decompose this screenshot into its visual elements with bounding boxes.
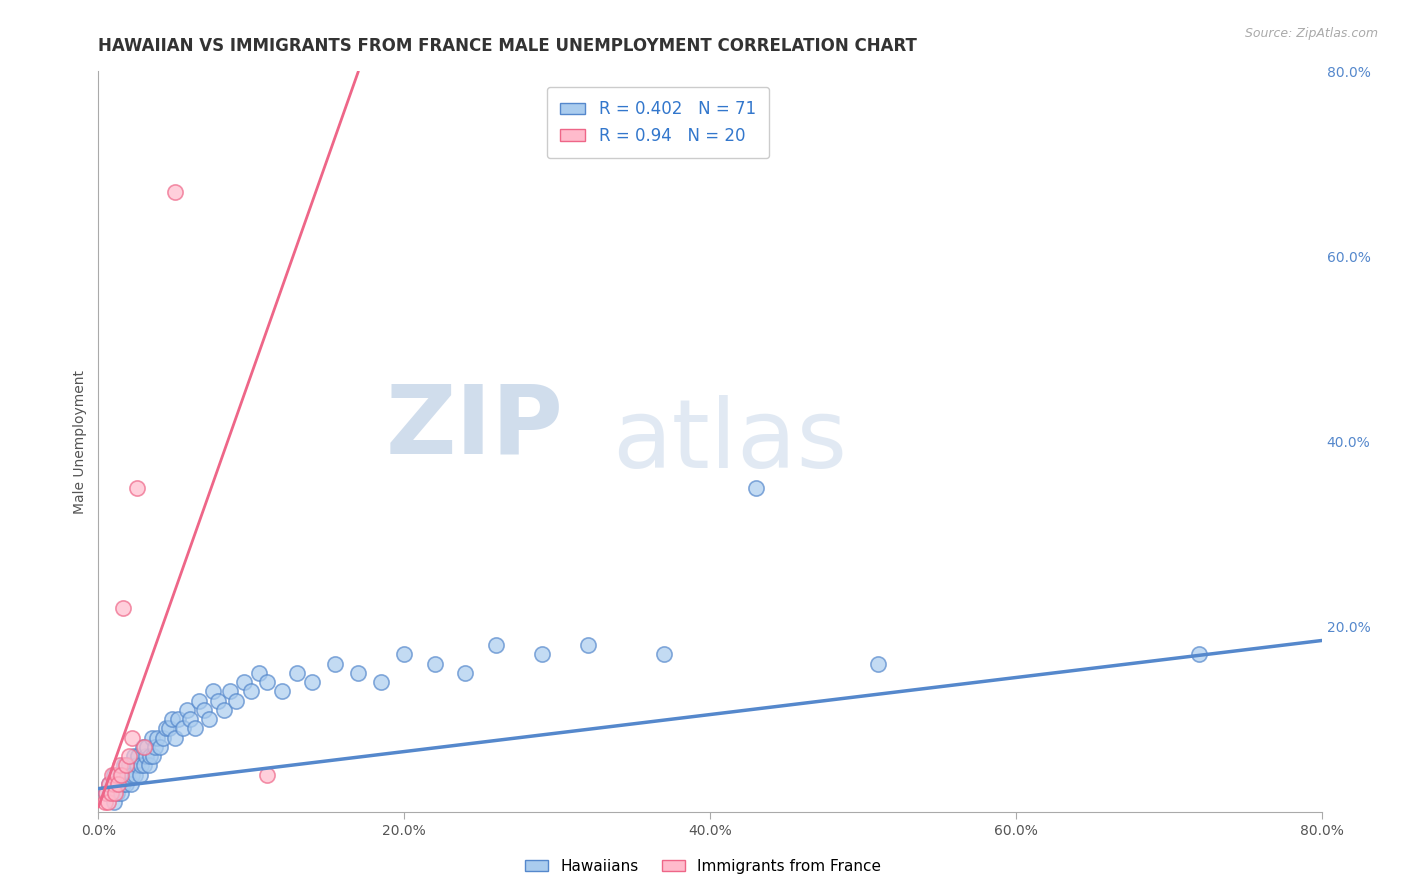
- Point: [139, 749, 162, 764]
- Point: [125, 758, 148, 772]
- Point: [485, 638, 508, 652]
- Point: [110, 786, 132, 800]
- Point: [125, 481, 148, 495]
- Point: [347, 665, 370, 680]
- Point: [117, 767, 139, 781]
- Point: [134, 739, 156, 754]
- Point: [652, 648, 675, 662]
- Point: [98, 777, 121, 791]
- Text: HAWAIIAN VS IMMIGRANTS FROM FRANCE MALE UNEMPLOYMENT CORRELATION CHART: HAWAIIAN VS IMMIGRANTS FROM FRANCE MALE …: [98, 37, 917, 54]
- Point: [111, 601, 134, 615]
- Point: [256, 675, 278, 690]
- Point: [112, 758, 135, 772]
- Legend: Hawaiians, Immigrants from France: Hawaiians, Immigrants from France: [519, 853, 887, 880]
- Point: [111, 777, 134, 791]
- Point: [167, 712, 190, 726]
- Point: [136, 739, 159, 754]
- Point: [127, 749, 149, 764]
- Point: [172, 722, 194, 736]
- Point: [152, 731, 174, 745]
- Point: [576, 638, 599, 652]
- Text: atlas: atlas: [612, 395, 848, 488]
- Point: [105, 767, 128, 781]
- Point: [121, 767, 143, 781]
- Point: [120, 777, 142, 791]
- Point: [325, 657, 347, 671]
- Point: [530, 648, 553, 662]
- Point: [240, 684, 263, 698]
- Point: [141, 731, 163, 745]
- Point: [149, 739, 172, 754]
- Point: [225, 694, 247, 708]
- Point: [108, 767, 131, 781]
- Point: [118, 758, 141, 772]
- Y-axis label: Male Unemployment: Male Unemployment: [73, 369, 87, 514]
- Point: [157, 722, 180, 736]
- Point: [197, 712, 219, 726]
- Point: [98, 777, 121, 791]
- Point: [868, 657, 890, 671]
- Point: [94, 786, 117, 800]
- Text: ZIP: ZIP: [385, 380, 564, 474]
- Point: [212, 703, 235, 717]
- Point: [118, 749, 141, 764]
- Point: [132, 739, 155, 754]
- Point: [155, 722, 177, 736]
- Point: [103, 796, 125, 810]
- Point: [107, 777, 129, 791]
- Point: [104, 786, 127, 800]
- Point: [135, 749, 157, 764]
- Text: Source: ZipAtlas.com: Source: ZipAtlas.com: [1244, 27, 1378, 40]
- Point: [202, 684, 225, 698]
- Point: [100, 786, 122, 800]
- Point: [115, 758, 138, 772]
- Point: [100, 786, 122, 800]
- Point: [107, 777, 129, 791]
- Point: [184, 722, 207, 736]
- Point: [270, 684, 292, 698]
- Point: [138, 758, 160, 772]
- Point: [392, 648, 416, 662]
- Point: [247, 665, 270, 680]
- Point: [121, 731, 143, 745]
- Point: [193, 703, 215, 717]
- Point: [94, 786, 117, 800]
- Point: [145, 731, 167, 745]
- Point: [103, 777, 125, 791]
- Point: [142, 749, 165, 764]
- Point: [124, 767, 146, 781]
- Point: [370, 675, 392, 690]
- Point: [232, 675, 254, 690]
- Point: [219, 684, 242, 698]
- Point: [105, 786, 128, 800]
- Point: [188, 694, 211, 708]
- Point: [101, 767, 124, 781]
- Point: [207, 694, 229, 708]
- Point: [1188, 648, 1211, 662]
- Point: [285, 665, 308, 680]
- Point: [93, 796, 115, 810]
- Point: [108, 758, 131, 772]
- Point: [745, 481, 768, 495]
- Point: [129, 758, 152, 772]
- Point: [454, 665, 477, 680]
- Point: [163, 185, 186, 199]
- Point: [128, 767, 150, 781]
- Point: [423, 657, 446, 671]
- Point: [179, 712, 201, 726]
- Point: [256, 767, 278, 781]
- Point: [143, 739, 166, 754]
- Legend: R = 0.402   N = 71, R = 0.94   N = 20: R = 0.402 N = 71, R = 0.94 N = 20: [547, 87, 769, 158]
- Point: [160, 712, 183, 726]
- Point: [122, 749, 145, 764]
- Point: [115, 777, 138, 791]
- Point: [134, 758, 156, 772]
- Point: [301, 675, 323, 690]
- Point: [163, 731, 186, 745]
- Point: [176, 703, 198, 717]
- Point: [103, 767, 125, 781]
- Point: [97, 796, 120, 810]
- Point: [110, 767, 132, 781]
